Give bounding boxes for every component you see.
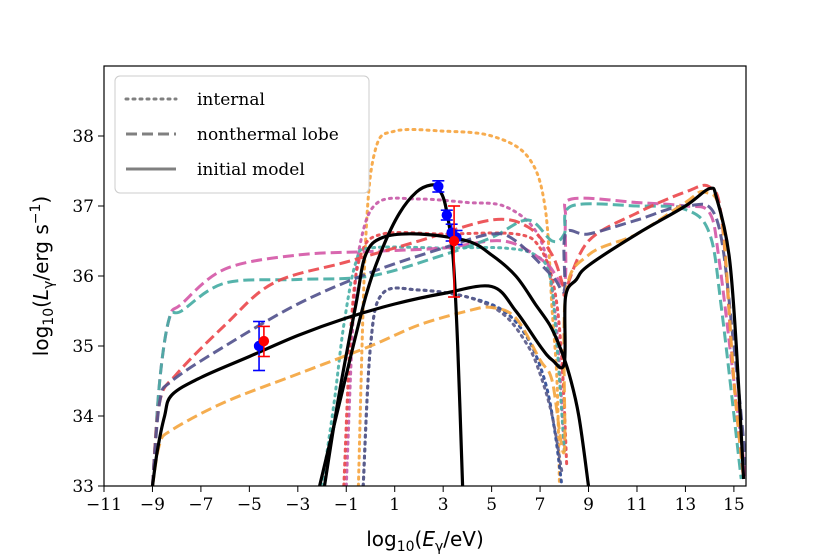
x-tick-label: −5 (237, 495, 262, 515)
y-tick-label: 38 (72, 127, 94, 147)
series-layer (150, 127, 746, 486)
y-axis-label: log10(Lγ/erg s−1) (28, 196, 57, 356)
series-line-slate-dotted (361, 286, 564, 486)
legend-label-nonthermal-lobe: nonthermal lobe (197, 125, 339, 145)
series-line-orange-dotted (356, 127, 561, 486)
y-tick-label: 34 (72, 407, 94, 427)
series-line-red-dashed (151, 183, 746, 486)
x-tick-label: 9 (583, 495, 594, 515)
data-point (448, 205, 461, 298)
series-line-black-solid (150, 186, 746, 486)
y-tick-label: 37 (72, 197, 94, 217)
legend: internal nonthermal lobe initial model (114, 75, 370, 194)
marker-layer (253, 180, 463, 372)
series-line-black-solid-thermal (322, 232, 591, 486)
x-tick-label: −7 (188, 495, 213, 515)
x-tick-label: 13 (675, 495, 697, 515)
series-line-magenta-dashed (151, 196, 746, 486)
y-axis-ticks: 33 34 35 36 37 38 (72, 127, 104, 497)
data-point (432, 180, 445, 193)
marker-dot (441, 209, 453, 221)
x-tick-label: 7 (535, 495, 546, 515)
series-line-black-solid-bump (318, 183, 465, 486)
x-tick-label: 15 (723, 495, 745, 515)
legend-label-internal: internal (197, 90, 265, 110)
legend-box (114, 75, 370, 194)
x-tick-label: 3 (438, 495, 449, 515)
x-tick-label: −3 (285, 495, 310, 515)
data-point (440, 209, 453, 221)
x-axis-label: log10(Eγ/eV) (366, 527, 484, 554)
series-line-indigo-dashed (151, 202, 746, 486)
x-axis-ticks: −11 −9 −7 −5 −3 −1 1 3 5 7 9 11 13 15 (86, 486, 745, 515)
x-tick-label: 1 (389, 495, 400, 515)
x-tick-label: 11 (626, 495, 648, 515)
x-tick-label: −9 (140, 495, 165, 515)
marker-dot (433, 181, 444, 192)
marker-dot (258, 335, 270, 347)
marker-dot (448, 235, 460, 247)
data-point (257, 325, 270, 358)
y-tick-label: 33 (72, 477, 94, 497)
y-tick-label: 36 (72, 267, 94, 287)
x-tick-label: −1 (334, 495, 359, 515)
legend-label-initial-model: initial model (197, 160, 305, 180)
x-tick-label: −11 (86, 495, 122, 515)
x-tick-label: 5 (486, 495, 497, 515)
series-line-teal-dashed (151, 202, 743, 486)
y-tick-label: 35 (72, 337, 94, 357)
